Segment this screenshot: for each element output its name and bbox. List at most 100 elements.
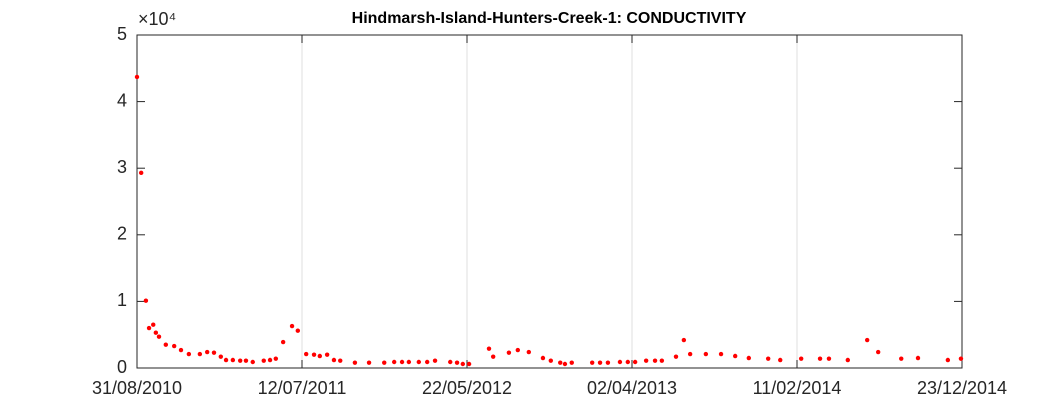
- data-point: [778, 357, 783, 363]
- data-point: [295, 328, 301, 333]
- data-point: [454, 360, 460, 365]
- data-point: [382, 360, 387, 365]
- data-point: [864, 337, 870, 343]
- data-point: [643, 358, 649, 363]
- data-point: [243, 358, 249, 363]
- data-point: [673, 354, 679, 359]
- data-point: [915, 355, 921, 361]
- data-point: [845, 357, 851, 363]
- data-point: [391, 359, 397, 365]
- data-point: [875, 349, 881, 355]
- data-point: [569, 360, 574, 365]
- data-point: [156, 334, 162, 339]
- data-point: [331, 357, 337, 363]
- data-point: [526, 349, 532, 355]
- data-point: [605, 360, 611, 365]
- data-point: [153, 330, 159, 335]
- data-point: [324, 352, 330, 357]
- data-point: [490, 354, 496, 359]
- data-point: [632, 359, 638, 365]
- data-point: [589, 360, 595, 365]
- data-point: [151, 322, 156, 327]
- y-tick-label: 2: [117, 224, 127, 244]
- data-point: [659, 358, 665, 363]
- data-point: [652, 358, 658, 363]
- data-point: [899, 356, 904, 361]
- data-point: [280, 339, 286, 345]
- data-point: [267, 357, 273, 363]
- data-point: [146, 325, 152, 331]
- y-tick-label: 1: [117, 290, 127, 310]
- data-point: [230, 357, 236, 363]
- y-multiplier: ×10⁴: [138, 9, 176, 29]
- x-tick-label: 11/02/2014: [753, 378, 842, 398]
- data-point: [406, 359, 412, 365]
- data-point: [617, 359, 623, 365]
- data-point: [171, 343, 177, 349]
- plot-frame: [136, 34, 963, 369]
- data-point: [237, 358, 243, 363]
- data-point: [416, 359, 422, 365]
- data-point: [945, 357, 951, 363]
- data-point: [424, 359, 430, 365]
- data-point: [625, 359, 631, 365]
- data-point: [211, 350, 217, 355]
- y-tick-label: 0: [117, 357, 127, 377]
- data-point: [261, 358, 266, 363]
- data-point: [218, 354, 224, 359]
- data-point: [548, 358, 554, 363]
- data-point: [486, 346, 492, 351]
- data-point: [558, 360, 563, 365]
- data-point: [798, 356, 804, 361]
- data-point: [352, 360, 358, 365]
- x-tick-label: 31/08/2010: [92, 378, 182, 398]
- data-point: [223, 357, 229, 363]
- data-point: [204, 349, 210, 355]
- data-point: [273, 356, 279, 361]
- data-point: [317, 353, 323, 359]
- data-point: [746, 355, 752, 361]
- data-point: [765, 356, 771, 361]
- x-tick-label: 23/12/2014: [917, 378, 1007, 398]
- data-point: [597, 360, 603, 365]
- chart-title: Hindmarsh-Island-Hunters-Creek-1: CONDUC…: [352, 10, 747, 27]
- data-point: [289, 323, 295, 329]
- x-tick-label: 22/05/2012: [422, 378, 512, 398]
- data-point: [703, 351, 709, 357]
- data-point: [138, 170, 144, 176]
- y-tick-label: 5: [117, 24, 127, 44]
- data-point: [311, 352, 317, 357]
- data-point: [338, 358, 343, 363]
- data-point: [448, 359, 453, 365]
- data-point: [178, 347, 184, 353]
- data-point: [732, 353, 738, 359]
- data-point: [466, 361, 472, 367]
- data-point: [681, 337, 687, 343]
- data-point: [250, 359, 255, 365]
- data-point: [515, 347, 521, 353]
- data-point: [562, 361, 568, 367]
- data-point: [134, 74, 140, 80]
- data-point: [432, 358, 438, 363]
- y-tick-label: 3: [117, 157, 127, 177]
- data-point: [143, 298, 149, 303]
- x-tick-label: 02/04/2013: [587, 378, 677, 398]
- data-point: [366, 360, 372, 365]
- data-point: [817, 356, 823, 361]
- data-point: [540, 355, 546, 361]
- data-point: [163, 342, 169, 347]
- data-point: [460, 361, 466, 367]
- data-point: [826, 356, 832, 361]
- data-point: [303, 351, 309, 357]
- data-point: [687, 351, 693, 357]
- data-point: [718, 351, 724, 357]
- y-tick-label: 4: [117, 90, 127, 110]
- data-point: [197, 351, 203, 357]
- data-point: [958, 356, 964, 361]
- data-point: [399, 359, 405, 365]
- data-point: [506, 350, 512, 355]
- data-point: [186, 351, 192, 357]
- x-tick-label: 12/07/2011: [258, 378, 347, 398]
